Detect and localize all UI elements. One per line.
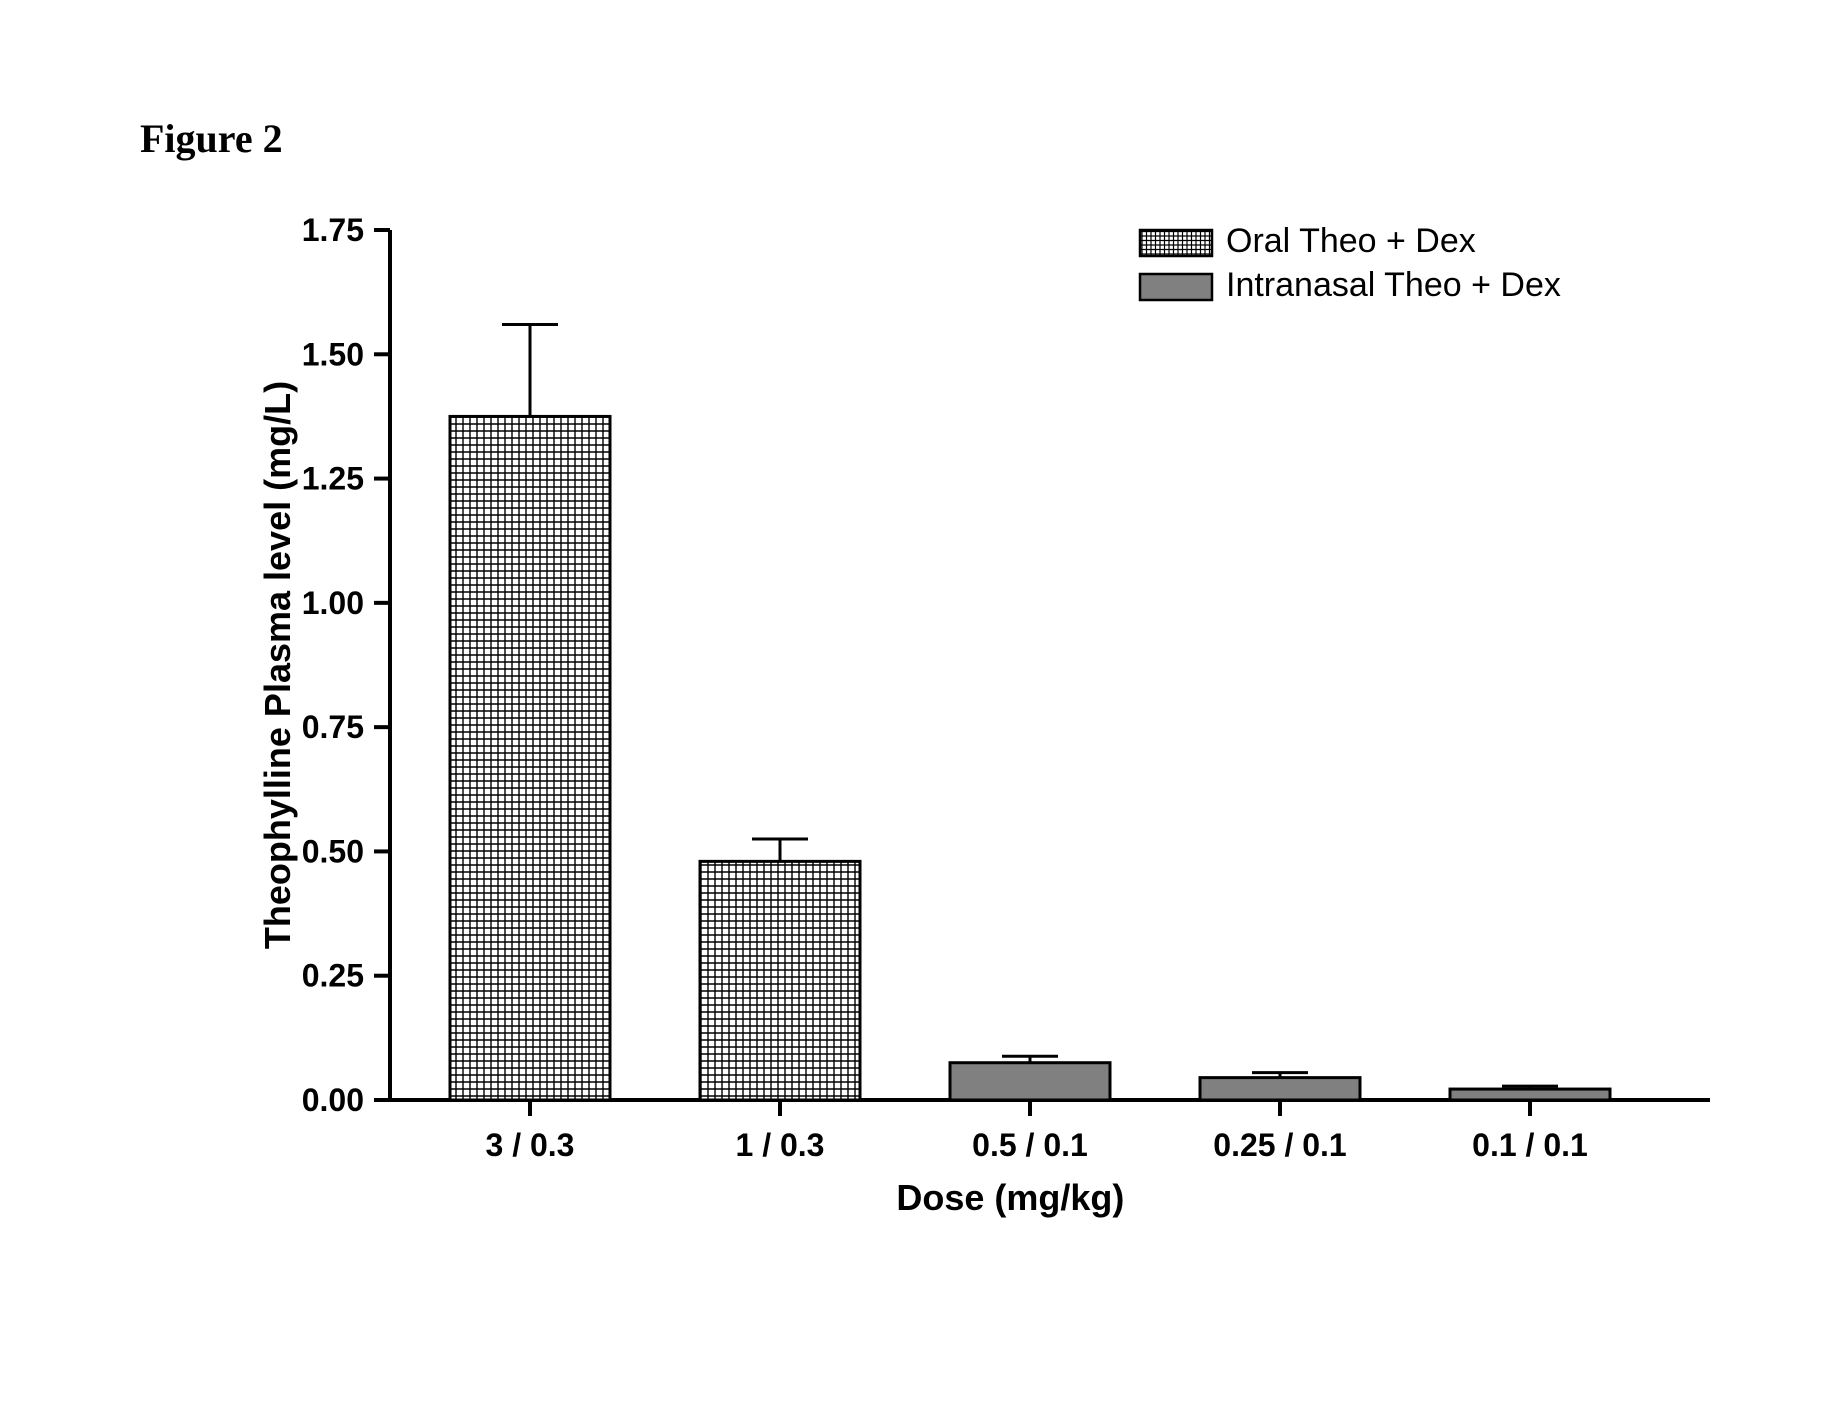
y-tick-label: 0.25 [302,958,364,994]
legend-label: Oral Theo + Dex [1226,222,1476,260]
x-tick-label: 0.5 / 0.1 [972,1127,1088,1163]
x-tick-label: 1 / 0.3 [736,1127,825,1163]
x-tick-label: 0.25 / 0.1 [1213,1127,1346,1163]
bar [1450,1089,1610,1100]
x-tick-label: 0.1 / 0.1 [1472,1127,1588,1163]
legend-swatch [1140,274,1212,300]
x-axis-label: Dose (mg/kg) [896,1177,1124,1218]
y-tick-label: 1.75 [302,212,364,248]
bar [700,861,860,1100]
y-tick-label: 0.75 [302,709,364,745]
x-tick-label: 3 / 0.3 [486,1127,575,1163]
y-tick-label: 0.00 [302,1082,364,1118]
legend-swatch [1140,230,1212,256]
bar [1200,1078,1360,1100]
bar [950,1063,1110,1100]
y-tick-label: 1.00 [302,585,364,621]
bar-chart: 0.00 0.25 0.50 0.75 1.00 1.25 1.50 1.75 3 / 0.3 1… [260,200,1760,1320]
y-axis-label: Theophylline Plasma level (mg/L) [260,381,298,949]
y-tick-label: 1.25 [302,461,364,497]
bar [450,416,610,1100]
legend-label: Intranasal Theo + Dex [1226,266,1561,304]
y-tick-label: 0.50 [302,833,364,869]
y-tick-label: 1.50 [302,336,364,372]
figure-title: Figure 2 [140,115,283,162]
